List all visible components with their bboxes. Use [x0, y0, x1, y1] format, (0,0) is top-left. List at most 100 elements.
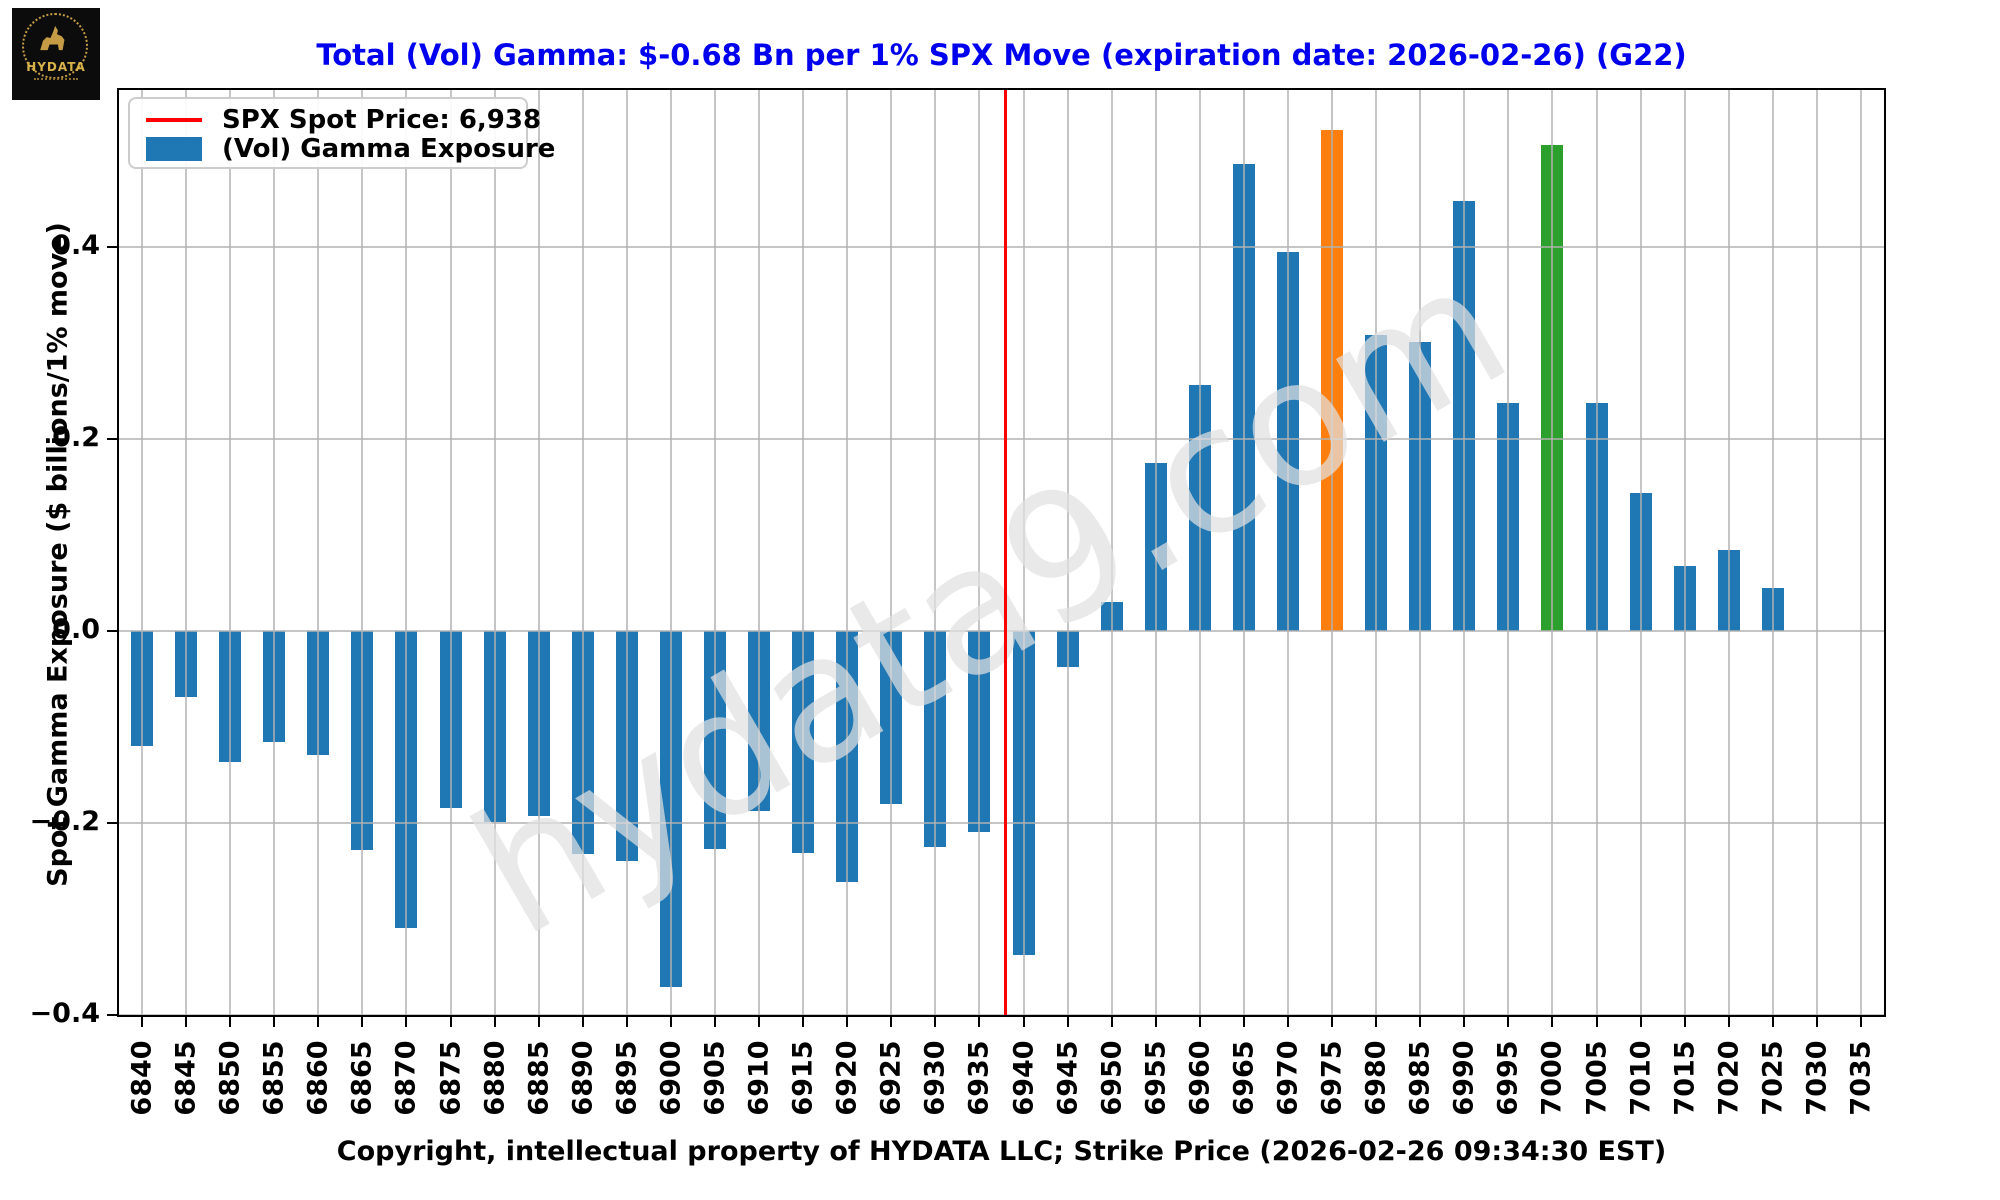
x-tick-mark: [1727, 1017, 1730, 1027]
x-tick-mark: [1595, 1017, 1598, 1027]
x-tick-mark: [934, 1017, 937, 1027]
gridline-vertical: [537, 88, 540, 1017]
x-tick-mark: [229, 1017, 232, 1027]
logo-tagline-decoration: [34, 78, 78, 80]
logo-brand-text: HYDATA: [26, 60, 86, 74]
y-tick-mark: [107, 822, 117, 824]
x-tick-mark: [581, 1017, 584, 1027]
gridline-vertical: [1860, 88, 1862, 1017]
x-tick-label-6950: 6950: [1096, 1040, 1128, 1116]
x-tick-mark: [1110, 1017, 1113, 1027]
y-tick-label-0.2: 0.2: [52, 422, 100, 453]
x-tick-mark: [1242, 1017, 1245, 1027]
x-tick-mark: [1375, 1017, 1378, 1027]
x-tick-label-6910: 6910: [743, 1040, 775, 1116]
x-tick-mark: [1154, 1017, 1157, 1027]
gridline-vertical: [890, 88, 893, 1017]
gridline-vertical: [1022, 88, 1025, 1017]
wolf-icon: [40, 25, 65, 51]
x-tick-label-6990: 6990: [1448, 1040, 1480, 1116]
x-tick-mark: [1022, 1017, 1025, 1027]
x-tick-mark: [625, 1017, 628, 1027]
x-tick-mark: [1551, 1017, 1554, 1027]
gridline-vertical: [449, 88, 452, 1017]
gridline-vertical: [1639, 88, 1642, 1017]
y-tick-label-0.0: 0.0: [52, 614, 100, 645]
gridline-vertical: [141, 88, 143, 1017]
x-tick-label-6995: 6995: [1492, 1040, 1524, 1116]
gridline-vertical: [714, 88, 716, 1017]
x-tick-mark: [890, 1017, 893, 1027]
x-tick-mark: [361, 1017, 364, 1027]
gridline-vertical: [1066, 88, 1069, 1017]
x-tick-label-6930: 6930: [919, 1040, 951, 1116]
gridline-vertical: [361, 88, 364, 1017]
gridline-vertical: [934, 88, 937, 1017]
x-tick-label-7030: 7030: [1801, 1040, 1833, 1116]
gridline-vertical: [1683, 88, 1686, 1017]
x-tick-label-6895: 6895: [611, 1040, 643, 1116]
gridline-vertical: [1242, 88, 1245, 1017]
gridline-vertical: [1375, 88, 1378, 1017]
x-tick-label-6985: 6985: [1404, 1040, 1436, 1116]
y-tick-label-−0.2: −0.2: [29, 806, 100, 837]
gridline-horizontal: [117, 822, 1886, 824]
x-tick-mark: [1066, 1017, 1069, 1027]
x-tick-label-7015: 7015: [1669, 1040, 1701, 1116]
gamma-bar-swatch: [146, 136, 202, 161]
y-tick-mark: [107, 630, 117, 632]
x-tick-label-6880: 6880: [479, 1040, 511, 1116]
y-tick-label-−0.4: −0.4: [29, 998, 100, 1029]
x-tick-label-6890: 6890: [567, 1040, 599, 1116]
x-tick-mark: [978, 1017, 981, 1027]
x-tick-label-6845: 6845: [170, 1040, 202, 1116]
legend-spot-label: SPX Spot Price: 6,938: [222, 104, 542, 135]
gridline-vertical: [1419, 88, 1422, 1017]
x-tick-mark: [1198, 1017, 1201, 1027]
gridline-vertical: [846, 88, 849, 1017]
legend: SPX Spot Price: 6,938 (Vol) Gamma Exposu…: [128, 97, 555, 169]
x-tick-mark: [317, 1017, 320, 1027]
gridline-vertical: [273, 88, 276, 1017]
y-tick-mark: [107, 1014, 117, 1016]
gridline-vertical: [493, 88, 496, 1017]
x-tick-label-7005: 7005: [1581, 1040, 1613, 1116]
gridline-vertical: [1287, 88, 1289, 1017]
legend-gamma-item: (Vol) Gamma Exposure: [146, 134, 555, 164]
gridline-vertical: [317, 88, 320, 1017]
x-tick-label-6860: 6860: [302, 1040, 334, 1116]
x-tick-label-6965: 6965: [1228, 1040, 1260, 1116]
x-tick-mark: [802, 1017, 805, 1027]
gridline-vertical: [1595, 88, 1598, 1017]
x-tick-mark: [1860, 1017, 1862, 1027]
x-tick-mark: [185, 1017, 188, 1027]
x-tick-label-7010: 7010: [1625, 1040, 1657, 1116]
gridline-vertical: [1198, 88, 1201, 1017]
gridline-vertical: [1507, 88, 1510, 1017]
x-tick-label-6955: 6955: [1140, 1040, 1172, 1116]
x-tick-mark: [141, 1017, 143, 1027]
x-tick-mark: [1639, 1017, 1642, 1027]
x-tick-label-6945: 6945: [1052, 1040, 1084, 1116]
gridline-vertical: [405, 88, 408, 1017]
x-tick-mark: [1331, 1017, 1334, 1027]
x-tick-mark: [846, 1017, 849, 1027]
gridline-vertical: [1463, 88, 1466, 1017]
gridline-vertical: [758, 88, 761, 1017]
x-tick-mark: [493, 1017, 496, 1027]
x-tick-mark: [1287, 1017, 1289, 1027]
legend-gamma-label: (Vol) Gamma Exposure: [222, 133, 556, 164]
gridline-vertical: [1771, 88, 1774, 1017]
x-tick-mark: [1507, 1017, 1510, 1027]
x-tick-label-6840: 6840: [126, 1040, 158, 1116]
x-tick-label-6925: 6925: [875, 1040, 907, 1116]
x-tick-label-6875: 6875: [435, 1040, 467, 1116]
gridline-vertical: [1331, 88, 1334, 1017]
gridline-vertical: [1110, 88, 1113, 1017]
x-tick-mark: [449, 1017, 452, 1027]
x-tick-mark: [1463, 1017, 1466, 1027]
spot-line-swatch: [146, 117, 202, 122]
x-tick-label-6980: 6980: [1360, 1040, 1392, 1116]
